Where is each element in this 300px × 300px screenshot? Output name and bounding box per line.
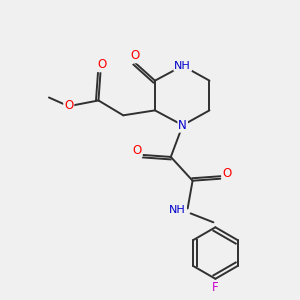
Text: O: O <box>223 167 232 180</box>
Text: N: N <box>178 119 187 132</box>
Text: O: O <box>130 50 140 62</box>
Text: NH: NH <box>169 206 186 215</box>
Text: O: O <box>98 58 107 71</box>
Text: O: O <box>64 99 74 112</box>
Text: NH: NH <box>174 61 191 71</box>
Text: O: O <box>133 143 142 157</box>
Text: F: F <box>212 281 219 294</box>
